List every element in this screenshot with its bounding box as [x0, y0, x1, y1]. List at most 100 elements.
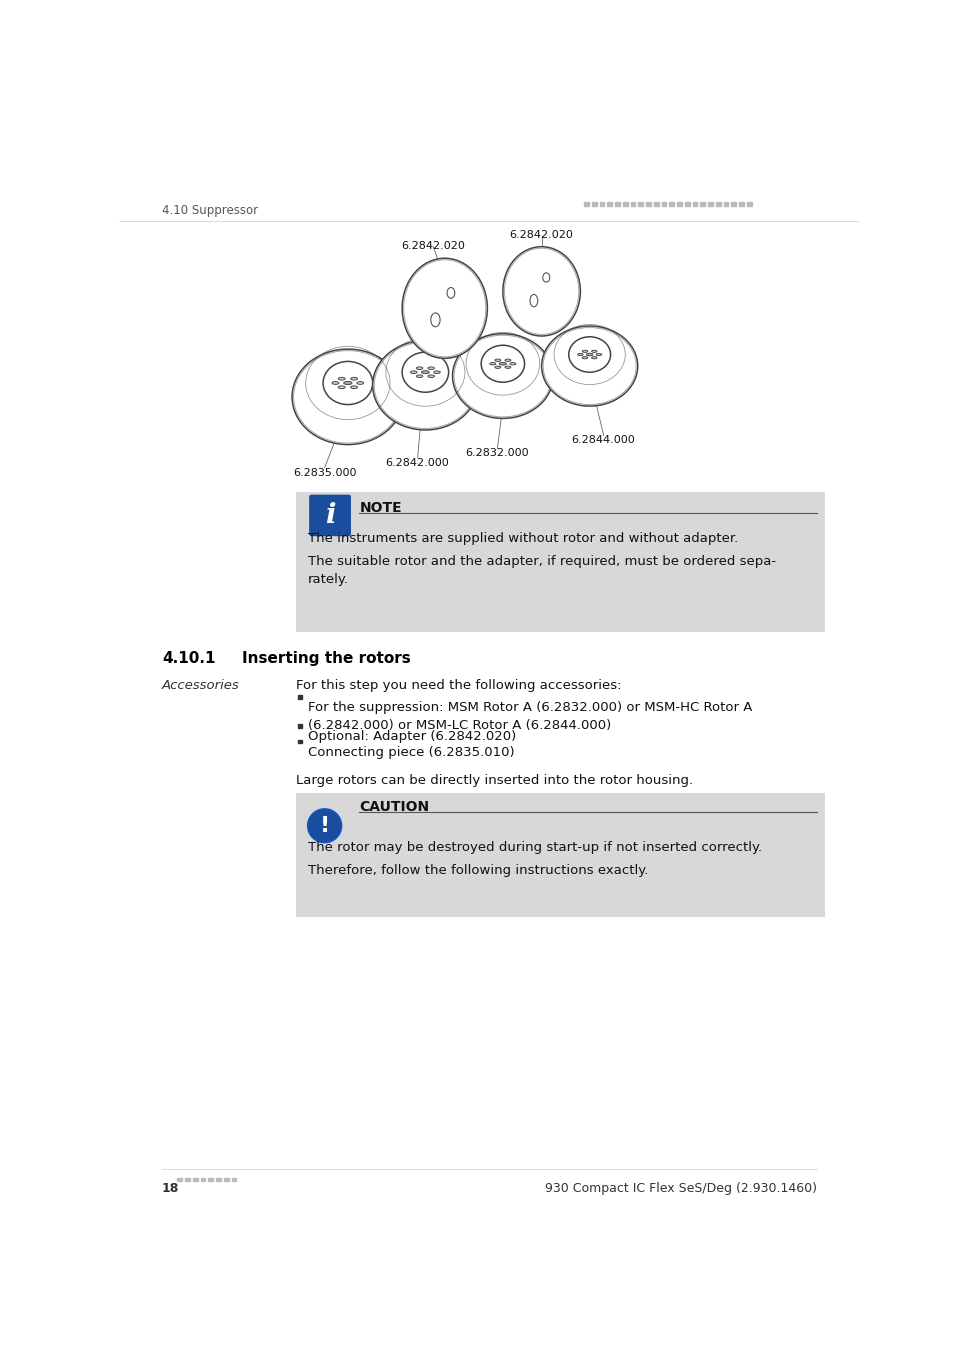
Bar — [638, 202, 642, 207]
Ellipse shape — [337, 386, 345, 389]
Bar — [193, 1177, 197, 1181]
Text: 6.2842.020: 6.2842.020 — [401, 240, 464, 251]
Ellipse shape — [480, 346, 524, 382]
Text: 6.2844.000: 6.2844.000 — [571, 435, 635, 446]
Ellipse shape — [489, 363, 496, 365]
Text: !: ! — [319, 815, 330, 836]
Ellipse shape — [350, 386, 357, 389]
Ellipse shape — [332, 382, 338, 385]
Ellipse shape — [596, 354, 601, 355]
Ellipse shape — [410, 371, 416, 374]
Ellipse shape — [421, 371, 429, 374]
Ellipse shape — [428, 367, 434, 370]
Ellipse shape — [541, 325, 637, 406]
Ellipse shape — [581, 350, 587, 352]
Ellipse shape — [350, 378, 357, 381]
Bar — [592, 202, 596, 207]
Bar — [707, 202, 712, 207]
Bar — [208, 1177, 213, 1181]
Ellipse shape — [502, 247, 579, 336]
Bar — [700, 202, 704, 207]
Bar — [583, 202, 588, 207]
Ellipse shape — [504, 366, 510, 369]
Ellipse shape — [323, 362, 373, 405]
Text: The suitable rotor and the adapter, if required, must be ordered sepa-
rately.: The suitable rotor and the adapter, if r… — [307, 555, 775, 586]
Ellipse shape — [495, 359, 500, 362]
FancyBboxPatch shape — [309, 494, 351, 536]
Text: Large rotors can be directly inserted into the rotor housing.: Large rotors can be directly inserted in… — [295, 774, 692, 787]
Text: The rotor may be destroyed during start-up if not inserted correctly.: The rotor may be destroyed during start-… — [307, 841, 760, 855]
Text: The instruments are supplied without rotor and without adapter.: The instruments are supplied without rot… — [307, 532, 737, 544]
Bar — [630, 202, 635, 207]
Text: 6.2835.000: 6.2835.000 — [293, 467, 356, 478]
Ellipse shape — [578, 354, 582, 355]
Ellipse shape — [495, 366, 500, 369]
Bar — [216, 1177, 220, 1181]
Ellipse shape — [343, 382, 352, 385]
Bar — [684, 202, 689, 207]
Ellipse shape — [498, 362, 506, 364]
Ellipse shape — [402, 352, 448, 393]
Ellipse shape — [292, 350, 403, 444]
Bar — [298, 740, 302, 744]
Text: 4.10 Suppressor: 4.10 Suppressor — [162, 204, 257, 217]
Bar — [185, 1177, 190, 1181]
Ellipse shape — [428, 375, 434, 378]
Bar — [669, 202, 674, 207]
Text: Therefore, follow the following instructions exactly.: Therefore, follow the following instruct… — [307, 864, 647, 878]
Text: 6.2842.000: 6.2842.000 — [385, 458, 449, 467]
Bar — [645, 202, 650, 207]
Text: 6.2842.020: 6.2842.020 — [509, 230, 573, 240]
Bar — [622, 202, 627, 207]
Text: 930 Compact IC Flex SeS/Deg (2.930.1460): 930 Compact IC Flex SeS/Deg (2.930.1460) — [544, 1183, 816, 1195]
Ellipse shape — [373, 340, 477, 429]
Ellipse shape — [586, 354, 593, 355]
Bar — [298, 724, 302, 728]
Bar — [607, 202, 612, 207]
Bar — [599, 202, 604, 207]
Text: NOTE: NOTE — [359, 501, 402, 514]
Bar — [716, 202, 720, 207]
Text: For the suppression: MSM Rotor A (6.2832.000) or MSM-HC Rotor A
(6.2842.000) or : For the suppression: MSM Rotor A (6.2832… — [307, 701, 751, 732]
Ellipse shape — [568, 336, 610, 373]
Bar — [224, 1177, 229, 1181]
Ellipse shape — [356, 382, 363, 385]
Bar — [746, 202, 751, 207]
Text: Inserting the rotors: Inserting the rotors — [241, 651, 410, 666]
Text: 18: 18 — [162, 1183, 179, 1195]
Ellipse shape — [504, 359, 510, 362]
Bar — [692, 202, 697, 207]
Ellipse shape — [416, 375, 422, 378]
Text: 6.2832.000: 6.2832.000 — [465, 448, 529, 459]
Bar — [232, 1177, 236, 1181]
Text: Connecting piece (6.2835.010): Connecting piece (6.2835.010) — [307, 745, 514, 759]
Ellipse shape — [337, 378, 345, 381]
Ellipse shape — [402, 258, 487, 358]
Bar — [654, 202, 658, 207]
Bar — [295, 794, 823, 917]
Ellipse shape — [416, 367, 422, 370]
Bar — [677, 202, 681, 207]
Text: For this step you need the following accessories:: For this step you need the following acc… — [295, 679, 620, 693]
Text: i: i — [324, 502, 335, 529]
Bar — [298, 695, 302, 699]
Bar — [739, 202, 743, 207]
Text: 4.10.1: 4.10.1 — [162, 651, 215, 666]
Ellipse shape — [591, 356, 597, 359]
Bar — [731, 202, 736, 207]
Ellipse shape — [581, 356, 587, 359]
Bar — [200, 1177, 205, 1181]
Bar — [295, 491, 823, 632]
Ellipse shape — [434, 371, 439, 374]
Text: Optional: Adapter (6.2842.020): Optional: Adapter (6.2842.020) — [307, 730, 516, 744]
Circle shape — [307, 809, 341, 842]
Ellipse shape — [510, 363, 516, 365]
Text: CAUTION: CAUTION — [359, 799, 429, 814]
Ellipse shape — [591, 350, 597, 352]
Bar — [723, 202, 728, 207]
Text: Accessories: Accessories — [162, 679, 239, 693]
Bar — [661, 202, 666, 207]
Ellipse shape — [452, 333, 553, 418]
Bar — [615, 202, 619, 207]
Bar — [177, 1177, 182, 1181]
